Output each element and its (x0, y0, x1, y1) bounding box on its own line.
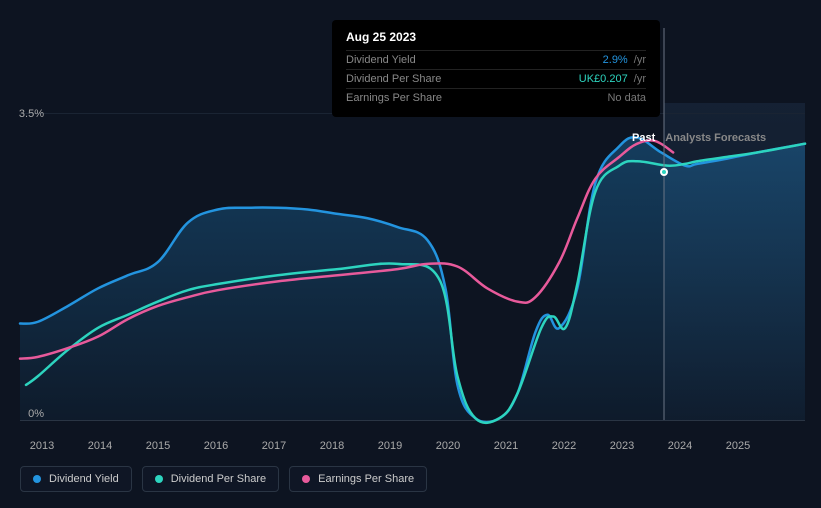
chart-legend: Dividend Yield Dividend Per Share Earnings… (20, 466, 427, 492)
x-axis-tick: 2020 (436, 440, 460, 452)
forecast-label: Analysts Forecasts (665, 132, 766, 144)
x-axis-tick: 2024 (668, 440, 692, 452)
legend-item[interactable]: Dividend Yield (20, 466, 132, 492)
tooltip-row-value: No data (607, 92, 646, 104)
legend-item[interactable]: Dividend Per Share (142, 466, 279, 492)
legend-dot (155, 475, 163, 483)
tooltip-row: Earnings Per Share No data (346, 88, 646, 107)
y-axis-min: 0% (28, 408, 44, 420)
x-axis-tick: 2017 (262, 440, 286, 452)
x-axis-tick: 2015 (146, 440, 170, 452)
x-axis-tick: 2023 (610, 440, 634, 452)
x-axis-tick: 2014 (88, 440, 112, 452)
tooltip-date: Aug 25 2023 (346, 30, 646, 44)
tooltip-row: Dividend Yield 2.9% /yr (346, 50, 646, 69)
tooltip-row-label: Dividend Per Share (346, 73, 441, 85)
tooltip-row-value: 2.9% /yr (603, 54, 646, 66)
x-axis-tick: 2013 (30, 440, 54, 452)
tooltip-row-value: UK£0.207 /yr (579, 73, 646, 85)
legend-dot (302, 475, 310, 483)
x-axis-tick: 2018 (320, 440, 344, 452)
x-axis-tick: 2019 (378, 440, 402, 452)
past-label: Past (632, 132, 655, 144)
hover-marker (660, 168, 668, 176)
past-forecast-label: Past Analysts Forecasts (632, 132, 766, 144)
tooltip-row: Dividend Per Share UK£0.207 /yr (346, 69, 646, 88)
dividend-chart: 3.5% 0% 2013 2014 2015 2016 2017 2018 2019 2020… (0, 0, 821, 508)
x-axis-tick: 2022 (552, 440, 576, 452)
legend-dot (33, 475, 41, 483)
legend-item[interactable]: Earnings Per Share (289, 466, 427, 492)
chart-tooltip: Aug 25 2023 Dividend Yield2.9% /yrDivide… (332, 20, 660, 117)
x-axis-tick: 2025 (726, 440, 750, 452)
y-axis-max: 3.5% (19, 108, 44, 120)
legend-label: Dividend Per Share (171, 473, 266, 485)
legend-label: Dividend Yield (49, 473, 119, 485)
tooltip-row-label: Dividend Yield (346, 54, 416, 66)
x-axis-tick: 2016 (204, 440, 228, 452)
tooltip-row-label: Earnings Per Share (346, 92, 442, 104)
x-axis-tick: 2021 (494, 440, 518, 452)
legend-label: Earnings Per Share (318, 473, 414, 485)
